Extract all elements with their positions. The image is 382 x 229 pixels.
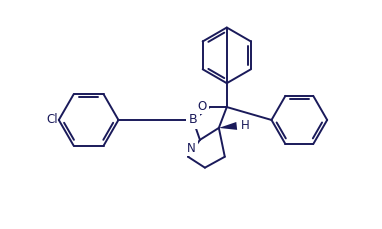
- Text: B: B: [189, 113, 197, 126]
- Text: O: O: [197, 100, 207, 112]
- Text: N: N: [187, 142, 196, 155]
- Text: Cl: Cl: [46, 113, 58, 126]
- Polygon shape: [219, 122, 237, 130]
- Text: H: H: [241, 120, 249, 132]
